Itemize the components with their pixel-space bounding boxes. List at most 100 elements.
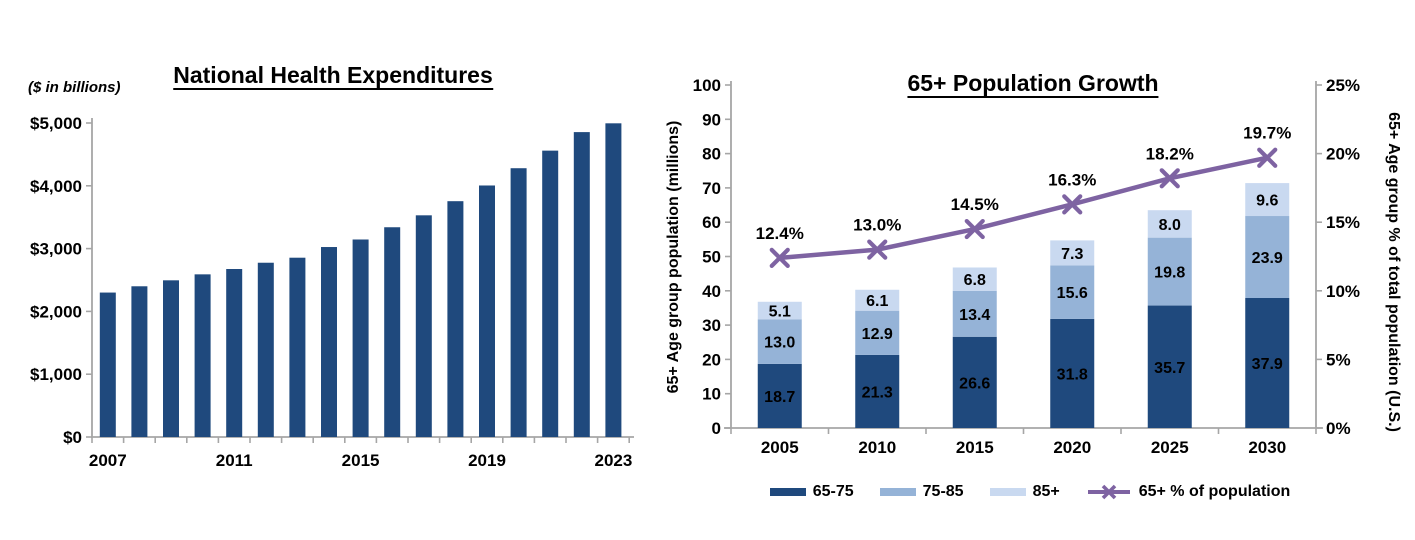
pop65-percent-label: 12.4% bbox=[756, 224, 804, 243]
pop65-x-marker bbox=[1062, 194, 1083, 215]
nhe-bar-2020 bbox=[510, 168, 527, 437]
legend-label: 65-75 bbox=[812, 483, 854, 500]
pop65-bar-2015-65-75 bbox=[952, 336, 997, 428]
pop65-x-tick-label: 2005 bbox=[761, 438, 799, 457]
pop65-bar-2010-85+ bbox=[855, 289, 900, 311]
pop65-x-tick-label: 2015 bbox=[956, 438, 994, 457]
pop65-x-tick-label: 2030 bbox=[1248, 438, 1286, 457]
nhe-bar-2012 bbox=[257, 262, 274, 437]
nhe-bar-2007 bbox=[99, 292, 116, 437]
nhe-bar-2019 bbox=[479, 185, 495, 437]
pop65-bar-label: 18.7 bbox=[764, 389, 795, 406]
pop65-percent-label: 14.5% bbox=[951, 195, 999, 214]
nhe-y-tick-label: $4,000 bbox=[30, 177, 82, 196]
pop65-left-tick-label: 50 bbox=[702, 248, 721, 267]
pop65-bar-label: 7.3 bbox=[1061, 246, 1083, 263]
pop65-bar-label: 8.0 bbox=[1159, 217, 1181, 234]
pop65-x-tick-label: 2020 bbox=[1053, 438, 1091, 457]
pop65-bar-2005-85+ bbox=[757, 301, 802, 320]
legend-item-85+: 85+ bbox=[989, 483, 1060, 501]
pop65-x-marker bbox=[867, 239, 888, 260]
pop65-bar-label: 13.0 bbox=[764, 335, 795, 352]
pop65-right-tick-label: 10% bbox=[1326, 282, 1360, 301]
pop65-percent-label: 16.3% bbox=[1048, 170, 1096, 189]
pop65-right-tick-label: 20% bbox=[1326, 145, 1360, 164]
pop65-left-tick-label: 70 bbox=[702, 179, 721, 198]
legend-label: 85+ bbox=[1032, 483, 1060, 500]
nhe-x-tick-label: 2019 bbox=[468, 451, 506, 470]
legend-swatch-85+ bbox=[989, 488, 1026, 496]
pop65-left-tick-label: 10 bbox=[702, 385, 721, 404]
nhe-bar-2010 bbox=[194, 274, 211, 437]
pop65-bar-2025-85+ bbox=[1147, 210, 1192, 238]
pop65-chart-title: 65+ Population Growth bbox=[907, 71, 1159, 99]
pop65-bar-2005-65-75 bbox=[757, 363, 802, 428]
pop65-bar-label: 9.6 bbox=[1256, 193, 1278, 210]
pop65-left-tick-label: 40 bbox=[702, 282, 721, 301]
nhe-plot-area: $0 $1,000 $2,000 $3,000 $4,000 $5,000 2007 2011… bbox=[30, 114, 634, 470]
pop65-left-tick-label: 20 bbox=[702, 350, 721, 369]
legend-x-marker bbox=[1101, 484, 1116, 500]
nhe-y-tick-label: $3,000 bbox=[30, 240, 82, 259]
pop65-bar-2015-85+ bbox=[952, 267, 997, 291]
pop65-x-marker bbox=[769, 247, 790, 268]
pop65-bar-2020-65-75 bbox=[1050, 318, 1095, 428]
nhe-bar-2014 bbox=[321, 247, 337, 437]
pop65-x-tick-label: 2025 bbox=[1151, 438, 1189, 457]
pop65-bar-label: 13.4 bbox=[959, 307, 990, 324]
nhe-bar-2008 bbox=[131, 286, 148, 437]
pop65-left-tick-label: 0 bbox=[712, 419, 721, 438]
nhe-y-tick-label: $0 bbox=[63, 428, 82, 447]
pop65-x-tick-label: 2010 bbox=[858, 438, 896, 457]
pop65-percent-label: 13.0% bbox=[853, 216, 901, 235]
nhe-bar-2016 bbox=[384, 227, 401, 437]
nhe-x-tick-label: 2007 bbox=[89, 451, 127, 470]
nhe-y-tick-label: $5,000 bbox=[30, 114, 82, 133]
legend-label: 75-85 bbox=[922, 483, 964, 500]
legend-swatch-65-75 bbox=[769, 488, 806, 496]
pop65-bar-2020-75-85 bbox=[1050, 265, 1095, 319]
nhe-bar-2018 bbox=[447, 201, 464, 437]
legend-item-75-85: 75-85 bbox=[879, 483, 964, 501]
legend-line-swatch bbox=[1087, 484, 1130, 500]
legend-item-percent-line: 65+ % of population bbox=[1086, 483, 1291, 501]
nhe-bar-2009 bbox=[163, 280, 179, 437]
pop65-left-tick-label: 30 bbox=[702, 316, 721, 335]
nhe-bar-2011 bbox=[226, 269, 243, 437]
nhe-chart-title: National Health Expenditures bbox=[173, 63, 493, 91]
pop65-bar-label: 5.1 bbox=[769, 304, 791, 321]
pop65-legend: 65-75 75-85 85+ 65+ % of population bbox=[660, 481, 1400, 503]
pop65-bar-2010-75-85 bbox=[855, 310, 900, 355]
nhe-bar-2013 bbox=[289, 257, 306, 437]
pop65-right-tick-label: 25% bbox=[1326, 76, 1360, 95]
legend-item-65-75: 65-75 bbox=[769, 483, 854, 501]
nhe-y-tick-label: $1,000 bbox=[30, 365, 82, 384]
pop65-x-marker bbox=[1257, 147, 1278, 168]
pop65-x-marker bbox=[1159, 168, 1180, 189]
pop65-bar-2025-65-75 bbox=[1147, 305, 1192, 428]
nhe-x-tick-label: 2023 bbox=[594, 451, 632, 470]
nhe-x-tick-label: 2015 bbox=[342, 451, 380, 470]
nhe-x-tick-label: 2011 bbox=[216, 451, 253, 470]
pop65-x-marker bbox=[964, 218, 985, 240]
pop65-bar-label: 12.9 bbox=[862, 326, 893, 343]
pop65-left-tick-label: 90 bbox=[702, 110, 721, 129]
nhe-bar-2022 bbox=[573, 132, 590, 437]
legend-swatch-75-85 bbox=[879, 488, 916, 496]
pop65-bar-label: 23.9 bbox=[1252, 250, 1283, 267]
pop65-plot-area: 01020304050607080901000%5%10%15%20%25%20… bbox=[693, 76, 1360, 457]
pop65-percent-label: 19.7% bbox=[1243, 124, 1291, 143]
pop65-bar-2005-75-85 bbox=[757, 319, 802, 364]
pop65-percent-line bbox=[777, 155, 1270, 261]
pop65-left-tick-label: 80 bbox=[702, 145, 721, 164]
pop65-bar-label: 35.7 bbox=[1154, 360, 1185, 377]
pop65-percent-label: 18.2% bbox=[1146, 144, 1194, 163]
legend-label: 65+ % of population bbox=[1138, 483, 1291, 500]
nhe-bar-2015 bbox=[352, 239, 369, 437]
pop65-bar-label: 37.9 bbox=[1252, 356, 1283, 373]
pop65-bar-2025-75-85 bbox=[1147, 237, 1192, 306]
nhe-units-note: ($ in billions) bbox=[28, 79, 121, 96]
pop65-bar-2030-65-75 bbox=[1245, 298, 1290, 428]
pop65-bar-label: 21.3 bbox=[862, 384, 893, 401]
nhe-bar-2021 bbox=[542, 150, 559, 437]
